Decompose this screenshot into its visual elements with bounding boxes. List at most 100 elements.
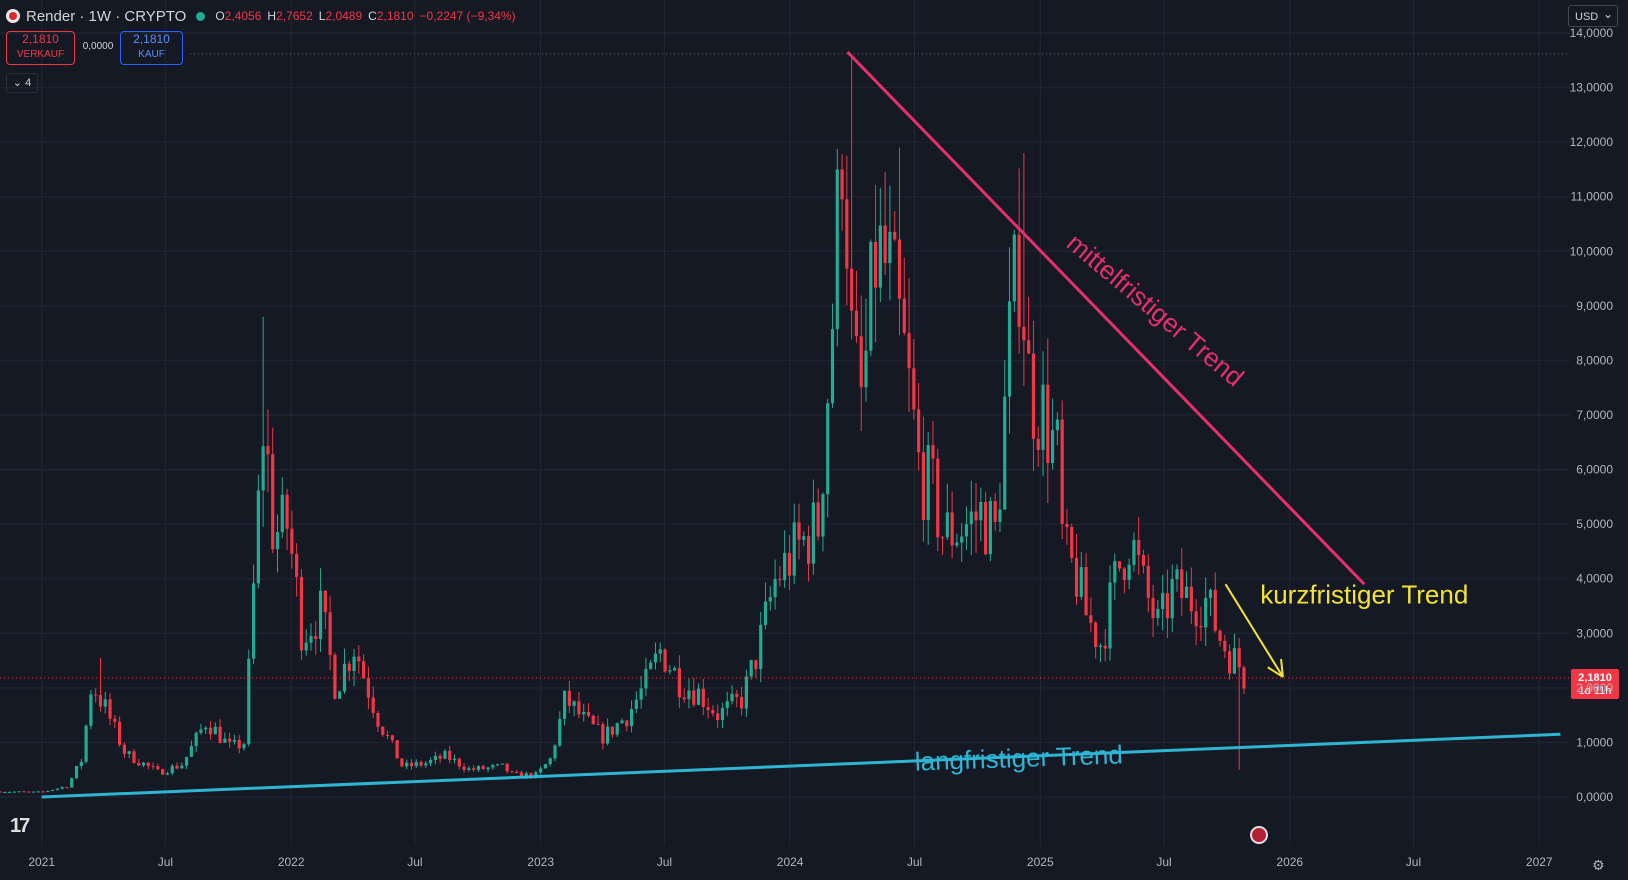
candle-body — [759, 624, 763, 670]
candle-body — [553, 745, 557, 759]
candle-body — [1228, 651, 1232, 674]
candle-body — [845, 199, 849, 269]
market-status-icon[interactable] — [196, 11, 206, 21]
buy-label: KAUF — [138, 49, 165, 60]
candle-body — [629, 708, 634, 727]
candle-body — [89, 694, 93, 726]
indicator-count: 4 — [25, 77, 32, 89]
candle-body — [692, 690, 696, 705]
candle-body — [295, 553, 299, 577]
currency-select[interactable]: USD — [1568, 3, 1618, 27]
candle-body — [79, 761, 83, 767]
x-tick-label: Jul — [158, 855, 173, 869]
candle-body — [696, 688, 701, 705]
candle-body — [534, 772, 538, 778]
candle-body — [572, 701, 576, 706]
candle-body — [725, 701, 729, 709]
candle-body — [644, 668, 648, 689]
candle-body — [357, 656, 361, 662]
candle-body — [792, 522, 796, 576]
chart-axes: 0,0000 1,0000 2,0000 3,0000 4,0000 5,0000 6,00… — [28, 26, 1613, 869]
candle-body — [658, 649, 662, 654]
candle-body — [1156, 609, 1160, 619]
candle-body — [1165, 593, 1170, 619]
candle-body — [0, 791, 2, 793]
candle-body — [940, 537, 945, 539]
candle-body — [1027, 340, 1031, 354]
y-tick-label: 8,0000 — [1576, 353, 1613, 367]
candle-body — [902, 298, 906, 333]
candle-body — [749, 660, 753, 677]
candle-body — [1094, 622, 1098, 647]
candle-body — [199, 729, 203, 733]
short-trend-arrowhead — [1280, 658, 1284, 678]
candle-body — [673, 668, 677, 671]
x-tick-label: Jul — [657, 855, 672, 869]
y-tick-label: 13,0000 — [1570, 81, 1614, 95]
candle-body — [1060, 419, 1064, 524]
candle-body — [237, 739, 241, 749]
candle-body — [993, 500, 997, 522]
candle-body — [290, 528, 294, 554]
candle-body — [1122, 568, 1126, 580]
candle-body — [524, 773, 528, 778]
candlestick-series — [0, 54, 1246, 794]
candle-body — [409, 762, 414, 767]
candle-body — [883, 225, 887, 264]
candle-body — [208, 727, 213, 735]
candle-body — [156, 766, 160, 770]
candle-body — [716, 713, 720, 721]
x-tick-label: 2023 — [527, 855, 554, 869]
candle-body — [472, 768, 476, 770]
y-tick-label: 4,0000 — [1576, 572, 1613, 586]
candle-body — [873, 241, 878, 288]
candle-body — [1194, 611, 1198, 627]
x-tick-label: Jul — [907, 855, 922, 869]
candle-body — [251, 583, 256, 659]
candle-body — [787, 552, 792, 576]
y-tick-label: 11,0000 — [1571, 190, 1614, 204]
candle-body — [491, 765, 495, 768]
buy-button[interactable]: 2,1810 KAUF — [120, 31, 183, 65]
ohlc-open-key: O — [215, 9, 225, 23]
indicators-toggle[interactable]: ⌄ 4 — [6, 73, 38, 93]
candle-body — [1213, 589, 1217, 631]
candle-body — [706, 707, 710, 711]
candle-body — [74, 766, 79, 779]
candle-body — [1050, 430, 1055, 463]
sell-button[interactable]: 2,1810 VERKAUF — [6, 31, 75, 65]
candle-body — [677, 668, 681, 698]
candle-body — [271, 454, 275, 550]
candle-body — [960, 536, 964, 543]
x-tick-label: Jul — [1156, 855, 1171, 869]
y-tick-label: 12,0000 — [1570, 135, 1614, 149]
ohlc-high-value: 2,7652 — [276, 9, 313, 23]
candle-body — [256, 490, 260, 584]
candle-body — [1074, 558, 1079, 597]
candle-body — [936, 458, 940, 538]
candle-body — [429, 760, 433, 764]
candle-body — [228, 738, 232, 742]
candle-body — [988, 500, 992, 555]
mid-trend-line — [846, 51, 1366, 586]
candle-body — [31, 791, 36, 793]
x-tick-label: 2021 — [28, 855, 55, 869]
candle-body — [462, 766, 466, 770]
candle-body — [400, 758, 404, 767]
candle-body — [405, 762, 409, 767]
candle-body — [811, 502, 815, 564]
candle-body — [878, 225, 882, 288]
tradingview-logo-icon[interactable]: 17 — [10, 815, 30, 837]
candle-body — [390, 735, 394, 741]
us-flag-event-icon[interactable] — [1250, 826, 1268, 844]
x-tick-label: Jul — [1406, 855, 1421, 869]
candle-body — [1003, 396, 1007, 510]
render-logo-icon — [6, 9, 20, 23]
y-tick-label: 14,0000 — [1570, 26, 1614, 40]
candle-body — [1218, 630, 1222, 641]
gear-icon[interactable]: ⚙ — [1592, 857, 1605, 873]
candle-body — [730, 693, 734, 702]
symbol-title[interactable]: Render · 1W · CRYPTO — [26, 7, 187, 25]
candle-body — [452, 758, 457, 761]
